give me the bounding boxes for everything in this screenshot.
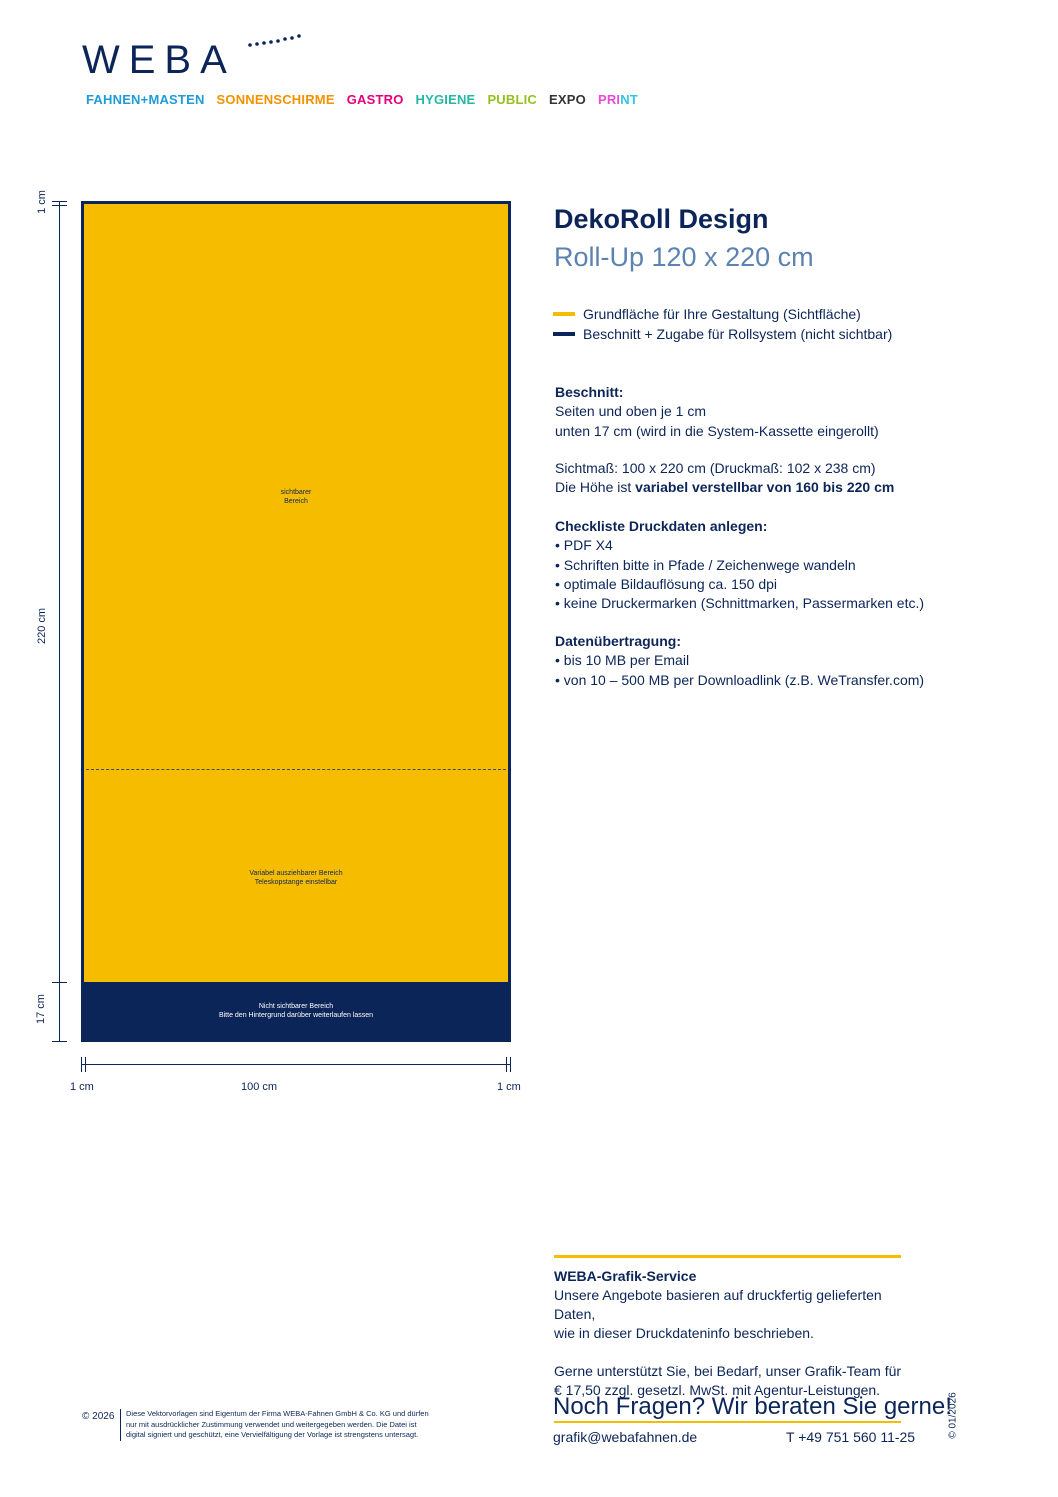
legal-line: digital signiert und geschützt, eine Ver… <box>126 1430 419 1439</box>
hoehe-bold: variabel verstellbar von 160 bis 220 cm <box>635 479 895 496</box>
legend-swatch-visible <box>553 312 575 316</box>
category-print-part: PRI <box>597 92 621 107</box>
contact-phone[interactable]: T +49 751 560 11-25 <box>786 1429 916 1445</box>
contact-email-link[interactable]: grafik@webafahnen.de <box>553 1429 698 1445</box>
legend-swatch-hidden <box>553 332 575 336</box>
category-fahnen-masten: FAHNEN+MASTEN <box>86 92 205 107</box>
category-nav: FAHNEN+MASTEN SONNENSCHIRME GASTRO HYGIENE P… <box>86 92 638 107</box>
transfer-item: • von 10 – 500 MB per Downloadlink (z.B.… <box>555 671 925 688</box>
checklist-item: • PDF X4 <box>555 537 613 554</box>
width-dimension-line <box>81 1064 511 1065</box>
checklist-item: • Schriften bitte in Pfade / Zeichenwege… <box>555 556 856 573</box>
transfer-item: • bis 10 MB per Email <box>555 652 690 669</box>
category-public: PUBLIC <box>487 92 538 107</box>
category-hygiene: HYGIENE <box>415 92 476 107</box>
checklist-item: • keine Druckermarken (Schnittmarken, Pa… <box>555 595 925 612</box>
beschnitt-heading: Beschnitt: <box>555 384 624 400</box>
footer-separator <box>120 1409 121 1441</box>
sichtmass-text: Sichtmaß: 100 x 220 cm (Druckmaß: 102 x … <box>555 460 876 476</box>
legend-visible: Grundfläche für Ihre Gestaltung (Sichtfl… <box>553 306 861 322</box>
legend-label: Grundfläche für Ihre Gestaltung (Sichtfl… <box>583 306 861 322</box>
service-text: € 17,50 zzgl. gesetzl. MwSt. mit Agentur… <box>554 1382 881 1398</box>
dim-right-label: 1 cm <box>497 1081 521 1093</box>
footer-legal: Diese Vektorvorlagen sind Eigentum der F… <box>126 1409 456 1441</box>
dim-tick <box>52 201 67 202</box>
footer-date: © 01/2026 <box>947 1392 959 1439</box>
beschnitt-line: unten 17 cm (wird in die System-Kassette… <box>555 422 879 439</box>
hoehe-prefix: Die Höhe ist <box>555 479 636 496</box>
dim-height-label: 220 cm <box>36 607 48 645</box>
height-dimension-line <box>59 201 60 1042</box>
footer-copyright: © 2026 <box>82 1411 115 1422</box>
service-divider <box>554 1255 901 1258</box>
category-print-part: NT <box>620 92 638 107</box>
dim-left-label: 1 cm <box>70 1081 94 1093</box>
checklist-item: • optimale Bildauflösung ca. 150 dpi <box>555 575 778 592</box>
dim-tick <box>52 205 67 206</box>
dim-width-label: 100 cm <box>241 1081 278 1093</box>
category-expo: EXPO <box>549 92 586 107</box>
legal-line: Diese Vektorvorlagen sind Eigentum der F… <box>126 1409 429 1418</box>
dim-bottom-label: 17 cm <box>35 994 47 1024</box>
visible-area <box>81 201 511 982</box>
variable-limit-line <box>86 769 506 770</box>
legend-label: Beschnitt + Zugabe für Rollsystem (nicht… <box>583 326 893 342</box>
hidden-area-label: Nicht sichtbarer Bereich Bitte den Hinte… <box>218 1003 374 1019</box>
category-sonnenschirme: SONNENSCHIRME <box>216 92 335 107</box>
checklist-heading: Checkliste Druckdaten anlegen: <box>555 518 768 534</box>
dim-tick <box>510 1057 511 1072</box>
checklist-section: Checkliste Druckdaten anlegen: • PDF X4 … <box>555 517 924 613</box>
brand-logo: WEBA <box>82 38 236 82</box>
dim-tick <box>85 1057 86 1072</box>
contact-question: Noch Fragen? Wir beraten Sie gerne! <box>553 1393 952 1420</box>
service-heading: WEBA-Grafik-Service <box>554 1268 697 1284</box>
dim-tick <box>506 1057 507 1072</box>
dim-top-label: 1 cm <box>36 190 48 214</box>
product-title: DekoRoll Design <box>554 204 769 234</box>
transfer-heading: Datenübertragung: <box>555 633 681 649</box>
variable-area-label: Variabel ausziehbarer Bereich Teleskopst… <box>249 870 343 886</box>
legal-line: nur mit ausdrücklicher Zustimmung verwen… <box>126 1419 417 1429</box>
service-text: Gerne unterstützt Sie, bei Bedarf, unser… <box>554 1363 902 1379</box>
dim-tick <box>52 982 67 983</box>
contact-divider <box>554 1421 901 1423</box>
hidden-area <box>81 982 511 1042</box>
service-text: Unsere Angebote basieren auf druckfertig… <box>554 1287 882 1322</box>
service-section: WEBA-Grafik-Service Unsere Angebote basi… <box>554 1267 914 1400</box>
beschnitt-line: Seiten und oben je 1 cm <box>555 403 706 420</box>
dim-tick <box>81 1057 82 1072</box>
service-text: wie in dieser Druckdateninfo beschrieben… <box>554 1325 814 1341</box>
dim-tick <box>52 1041 67 1042</box>
beschnitt-section: Beschnitt: Seiten und oben je 1 cm unten… <box>555 383 879 441</box>
format-section: Sichtmaß: 100 x 220 cm (Druckmaß: 102 x … <box>555 459 894 498</box>
category-print: PRINT <box>598 92 638 107</box>
transfer-section: Datenübertragung: • bis 10 MB per Email … <box>555 632 924 690</box>
logo-dots-icon <box>248 34 301 47</box>
category-gastro: GASTRO <box>346 92 404 107</box>
visible-area-label: sichtbarer Bereich <box>280 489 312 505</box>
hoehe-text: Die Höhe ist variabel verstellbar von 16… <box>555 478 894 497</box>
legend-hidden: Beschnitt + Zugabe für Rollsystem (nicht… <box>553 326 892 342</box>
product-subtitle: Roll-Up 120 x 220 cm <box>554 242 814 272</box>
